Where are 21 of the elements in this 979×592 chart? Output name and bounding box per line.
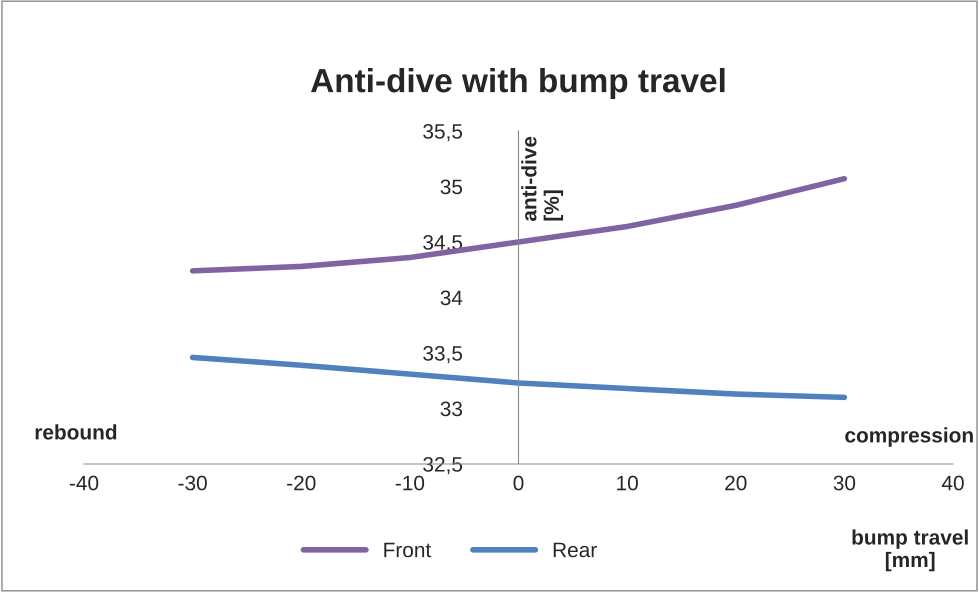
chart-title: Anti-dive with bump travel	[310, 68, 725, 100]
legend-label: Front	[384, 542, 432, 558]
y-tick-label: 35	[440, 180, 462, 194]
x-tick-label: -40	[70, 476, 98, 490]
legend-label: Rear	[554, 542, 597, 558]
annotation: compression	[845, 427, 973, 447]
y-tick-label: 33,5	[423, 346, 462, 364]
y-tick-label: 35,5	[423, 124, 462, 142]
y-tick-label: 34	[440, 290, 462, 306]
x-axis-title: bump travel [mm]	[852, 529, 968, 572]
x-tick-label: -10	[396, 476, 424, 490]
y-tick-label: 33	[440, 402, 462, 416]
x-tick-label: 0	[514, 476, 524, 490]
x-tick-label: 10	[617, 476, 638, 490]
x-tick-label: 20	[725, 476, 747, 490]
x-tick-label: -30	[178, 476, 207, 490]
x-tick-label: -20	[287, 476, 316, 490]
x-tick-label: 30	[834, 476, 856, 490]
x-tick-label: 40	[942, 476, 964, 490]
y-axis-title: anti-dive [%]	[521, 136, 564, 222]
annotation: rebound	[36, 424, 116, 440]
